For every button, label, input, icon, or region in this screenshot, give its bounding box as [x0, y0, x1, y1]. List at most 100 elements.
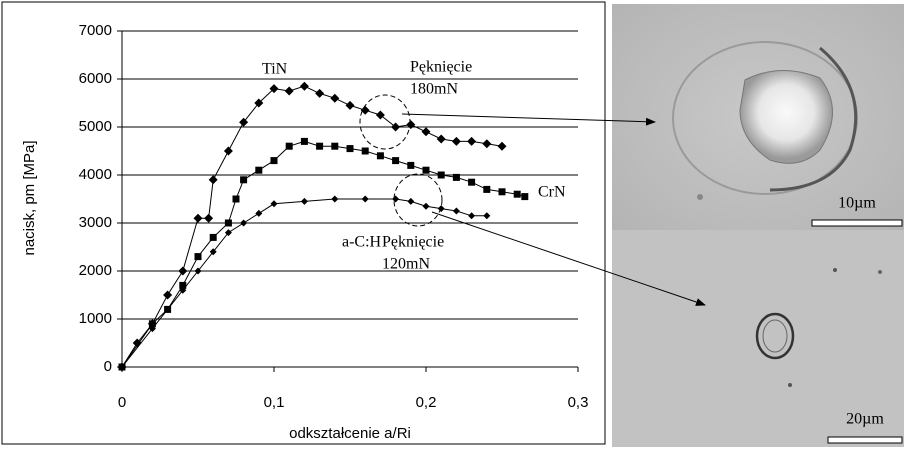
marker — [407, 161, 415, 169]
marker — [270, 157, 278, 165]
x-tick-label: 0 — [118, 394, 126, 411]
scale-label: 20µm — [846, 411, 884, 428]
marker — [391, 122, 401, 132]
y-tick-label: 1000 — [79, 310, 112, 327]
y-tick-label: 3000 — [79, 214, 112, 231]
marker — [452, 173, 460, 181]
marker — [118, 363, 126, 371]
marker — [179, 281, 187, 289]
y-tick-label: 4000 — [79, 166, 112, 183]
marker — [406, 120, 416, 130]
series-label: TiN — [262, 61, 288, 78]
crack-circle — [393, 173, 443, 227]
marker — [422, 202, 430, 210]
micrograph-bottom — [612, 230, 904, 447]
marker — [194, 253, 202, 261]
marker — [316, 142, 324, 150]
series-label: CrN — [538, 184, 566, 201]
marker — [255, 209, 263, 217]
marker — [497, 141, 507, 151]
marker — [482, 139, 492, 149]
x-axis-label: odkształcenie a/Ri — [289, 425, 411, 442]
marker — [331, 142, 339, 150]
marker — [483, 212, 491, 220]
marker — [360, 105, 370, 115]
marker — [376, 152, 384, 160]
marker — [255, 166, 263, 174]
y-tick-label: 0 — [104, 358, 112, 375]
annotation: Pęknięcie — [410, 59, 472, 76]
marker — [468, 212, 476, 220]
marker — [437, 171, 445, 179]
marker — [240, 176, 248, 184]
marker — [270, 200, 278, 208]
marker — [209, 233, 217, 241]
y-tick-label: 6000 — [79, 70, 112, 87]
annotation: Pęknięcie — [382, 234, 444, 251]
marker — [148, 325, 156, 333]
marker — [223, 146, 233, 156]
marker — [392, 195, 400, 203]
marker — [452, 207, 460, 215]
marker — [254, 98, 264, 108]
y-tick-label: 7000 — [79, 22, 112, 39]
marker — [148, 320, 156, 328]
y-tick-label: 2000 — [79, 262, 112, 279]
marker — [232, 195, 240, 203]
marker — [299, 81, 309, 91]
y-axis-label: nacisk, pm [MPa] — [21, 140, 38, 255]
marker — [315, 88, 325, 98]
marker — [467, 136, 477, 146]
marker — [163, 290, 173, 300]
marker — [239, 117, 249, 127]
marker — [375, 110, 385, 120]
marker — [240, 219, 248, 227]
marker — [204, 213, 214, 223]
marker — [345, 100, 355, 110]
marker — [498, 188, 506, 196]
arrow — [431, 211, 706, 306]
marker — [361, 195, 369, 203]
y-tick-label: 5000 — [79, 118, 112, 135]
marker — [300, 197, 308, 205]
marker — [300, 137, 308, 145]
x-tick-label: 0,1 — [264, 394, 285, 411]
marker — [208, 175, 218, 185]
series-line — [121, 140, 525, 368]
marker — [407, 197, 415, 205]
marker — [483, 185, 491, 193]
annotation: 120mN — [382, 256, 430, 273]
marker — [178, 266, 188, 276]
marker — [284, 86, 294, 96]
marker — [346, 145, 354, 153]
marker — [421, 127, 431, 137]
marker — [331, 195, 339, 203]
marker — [193, 213, 203, 223]
scale-label: 10µm — [838, 195, 876, 212]
marker — [437, 205, 445, 213]
x-tick-label: 0,2 — [416, 394, 437, 411]
marker — [513, 190, 521, 198]
series-label: a-C:H — [342, 234, 382, 251]
marker — [330, 93, 340, 103]
x-tick-label: 0,3 — [568, 394, 589, 411]
marker — [285, 142, 293, 150]
marker — [436, 134, 446, 144]
marker — [361, 147, 369, 155]
marker — [164, 305, 172, 313]
marker — [269, 84, 279, 94]
marker — [422, 166, 430, 174]
marker — [179, 286, 187, 294]
annotation: 180mN — [410, 81, 458, 98]
marker — [451, 136, 461, 146]
marker — [521, 193, 529, 201]
micrograph-top — [612, 4, 904, 230]
marker — [194, 267, 202, 275]
marker — [224, 219, 232, 227]
marker — [392, 157, 400, 165]
marker — [209, 248, 217, 256]
arrow — [401, 113, 656, 126]
marker — [224, 229, 232, 237]
